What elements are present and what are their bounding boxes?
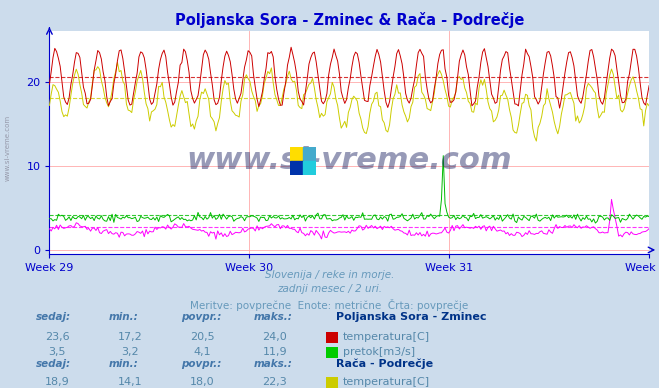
Text: Rača - Podrečje: Rača - Podrečje <box>336 359 433 369</box>
Text: zadnji mesec / 2 uri.: zadnji mesec / 2 uri. <box>277 284 382 294</box>
Text: Slovenija / reke in morje.: Slovenija / reke in morje. <box>265 270 394 280</box>
Text: www.si-vreme.com: www.si-vreme.com <box>5 114 11 180</box>
Text: 20,5: 20,5 <box>190 332 215 342</box>
Text: Meritve: povprečne  Enote: metrične  Črta: povprečje: Meritve: povprečne Enote: metrične Črta:… <box>190 299 469 311</box>
Bar <box>303 147 316 161</box>
Text: 18,9: 18,9 <box>45 377 70 387</box>
Text: min.:: min.: <box>109 312 138 322</box>
Text: sedaj:: sedaj: <box>36 359 71 369</box>
Text: povpr.:: povpr.: <box>181 359 221 369</box>
Text: 3,2: 3,2 <box>121 347 138 357</box>
Title: Poljanska Sora - Zminec & Rača - Podrečje: Poljanska Sora - Zminec & Rača - Podrečj… <box>175 12 524 28</box>
Text: 4,1: 4,1 <box>194 347 211 357</box>
Text: maks.:: maks.: <box>254 312 293 322</box>
Text: povpr.:: povpr.: <box>181 312 221 322</box>
Text: www.si-vreme.com: www.si-vreme.com <box>186 146 512 175</box>
Text: 24,0: 24,0 <box>262 332 287 342</box>
Text: sedaj:: sedaj: <box>36 312 71 322</box>
Text: 11,9: 11,9 <box>262 347 287 357</box>
Bar <box>290 161 303 175</box>
Text: 14,1: 14,1 <box>117 377 142 387</box>
Text: temperatura[C]: temperatura[C] <box>343 332 430 342</box>
Text: pretok[m3/s]: pretok[m3/s] <box>343 347 415 357</box>
Text: 3,5: 3,5 <box>49 347 66 357</box>
Text: Poljanska Sora - Zminec: Poljanska Sora - Zminec <box>336 312 486 322</box>
Text: temperatura[C]: temperatura[C] <box>343 377 430 387</box>
Text: 17,2: 17,2 <box>117 332 142 342</box>
Text: 18,0: 18,0 <box>190 377 215 387</box>
Bar <box>290 147 303 161</box>
Text: 22,3: 22,3 <box>262 377 287 387</box>
Text: 23,6: 23,6 <box>45 332 70 342</box>
Text: maks.:: maks.: <box>254 359 293 369</box>
Bar <box>303 161 316 175</box>
Text: min.:: min.: <box>109 359 138 369</box>
